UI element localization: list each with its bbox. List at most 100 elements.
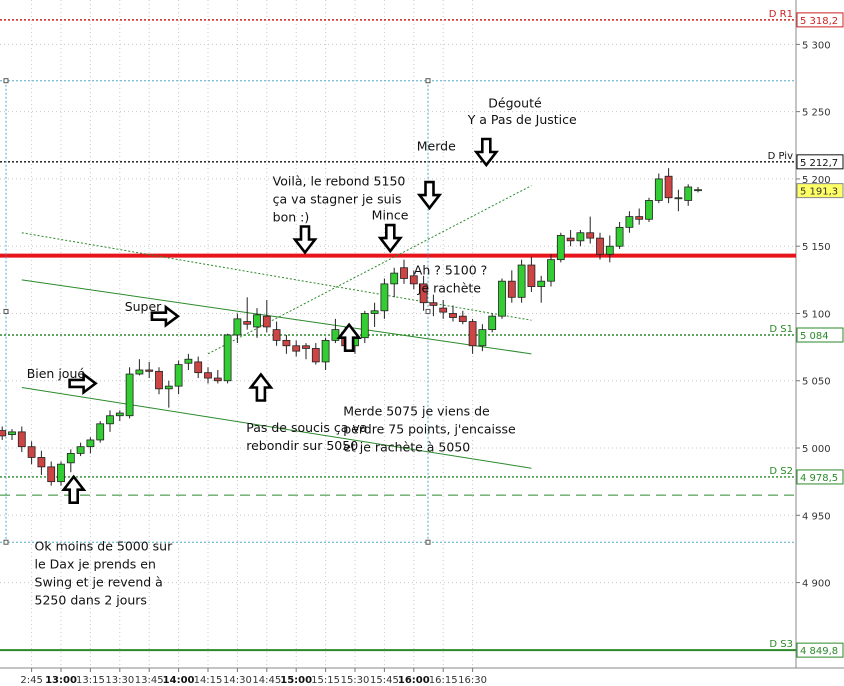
candle: [458, 310, 467, 325]
candle: [37, 450, 46, 475]
candle-body: [174, 364, 183, 387]
y-tick-label: 5 000: [802, 444, 831, 455]
level-name-s3: D S3: [769, 639, 793, 650]
candle-body: [458, 315, 467, 322]
arrow-right-icon: [68, 371, 98, 395]
candle: [8, 429, 16, 440]
candle-body: [694, 189, 702, 192]
candle: [566, 230, 575, 247]
pivot-levels: D R1 5 318,2 D Piv 5 212,7 D S1 5 084 D S2 4 97…: [0, 9, 844, 658]
candle: [547, 254, 555, 287]
candle: [527, 256, 536, 292]
candle: [684, 184, 693, 206]
level-label-piv: 5 212,7: [800, 158, 838, 169]
level-name-s2: D S2: [769, 466, 793, 477]
candle: [174, 360, 183, 395]
candle-body: [8, 431, 16, 435]
annotation-line: Bien joué: [27, 366, 86, 381]
candle: [468, 318, 477, 354]
x-tick-label: 13:00: [45, 675, 77, 686]
candle-body: [223, 334, 232, 382]
candle-body: [468, 321, 477, 347]
annotation-line: Ok moins de 5000 sur: [35, 538, 174, 553]
annotation-line: le Dax je prends en: [35, 556, 156, 571]
x-tick-label: 2:45: [20, 675, 42, 686]
annotation-line: Pas de soucis ça va: [246, 420, 367, 435]
candle-body: [478, 329, 487, 347]
candle-body: [66, 453, 75, 464]
candle-body: [449, 313, 457, 318]
arrow-down-icon: [473, 137, 499, 168]
candle-body: [292, 345, 301, 352]
arrow-down-icon: [292, 225, 318, 255]
candle-body: [272, 329, 281, 341]
candle: [155, 367, 163, 395]
candle: [311, 343, 320, 365]
candles: [0, 168, 702, 486]
candle: [370, 302, 379, 327]
annotation-line: rebondir sur 5050: [246, 438, 358, 453]
candle-body: [125, 373, 134, 417]
candle-body: [47, 466, 56, 483]
candle: [596, 232, 604, 260]
annotation-a2: Super: [125, 299, 162, 314]
candle: [360, 310, 369, 344]
level-label-box-s3: [796, 642, 844, 658]
candle-body: [282, 339, 291, 347]
level-label-box-s1: [796, 327, 844, 343]
last-price-box: [796, 183, 844, 199]
candle-body: [380, 283, 389, 312]
time-axis[interactable]: 2:45 13:00 13:15 13:30 13:45 14:00 14:15 14:30 1…: [20, 668, 487, 686]
x-tick-label: 13:30: [105, 675, 134, 686]
candle-body: [321, 339, 330, 363]
candle: [125, 367, 134, 419]
annotation-a4: Mince: [372, 207, 409, 222]
annotation-a1: Bien joué: [27, 366, 86, 381]
candle: [27, 441, 36, 465]
selection-handle: [425, 539, 431, 545]
y-tick-label: 4 950: [802, 511, 831, 522]
candle: [76, 442, 85, 457]
annotation-line: ça va stagner je suis: [273, 192, 402, 207]
candle-body: [204, 372, 212, 379]
candle: [615, 221, 624, 249]
arrow-up-icon: [248, 372, 274, 402]
annotation-line: et je rachète à 5050: [343, 440, 470, 455]
candle: [115, 410, 124, 422]
candle: [233, 313, 242, 344]
arrow-down-icon: [377, 223, 403, 254]
annotation-a5: Merde: [417, 139, 456, 154]
price-axis[interactable]: 5 300 5 250 5 200 5 150 5 100 5 050 5 000 4 950…: [796, 40, 844, 590]
candle: [586, 216, 595, 244]
candle-body: [419, 283, 428, 304]
candle-body: [429, 302, 438, 306]
annotation-line: Voilà, le rebond 5150: [273, 174, 406, 189]
annotation-a10: Merde 5075 je viens de perdre 75 points, …: [343, 404, 516, 455]
candle-body: [302, 345, 310, 349]
candle-body: [164, 385, 173, 390]
candle-body: [27, 446, 36, 458]
arrow-up-icon: [61, 474, 87, 505]
candle-body: [311, 348, 320, 363]
candle-body: [17, 431, 26, 448]
candle-body: [586, 232, 595, 239]
candle-body: [184, 358, 193, 364]
candle-body: [400, 267, 408, 279]
level-name-piv: D Piv: [768, 151, 793, 162]
y-tick-label: 5 300: [802, 40, 831, 51]
level-label-r1: 5 318,2: [800, 16, 838, 27]
selection-handle: [3, 78, 9, 84]
trend-line-3: [207, 185, 532, 355]
candle-body: [507, 280, 516, 298]
candle-body: [360, 313, 369, 339]
level-label-s2: 4 978,5: [800, 473, 838, 484]
candle: [625, 211, 634, 233]
arrow-right-icon: [150, 304, 181, 328]
candle: [419, 275, 428, 311]
x-tick-label: 15:00: [280, 675, 312, 686]
y-tick-label: 5 050: [802, 377, 831, 388]
candle-body: [596, 237, 604, 255]
candle: [184, 353, 193, 370]
candle: [380, 278, 389, 319]
